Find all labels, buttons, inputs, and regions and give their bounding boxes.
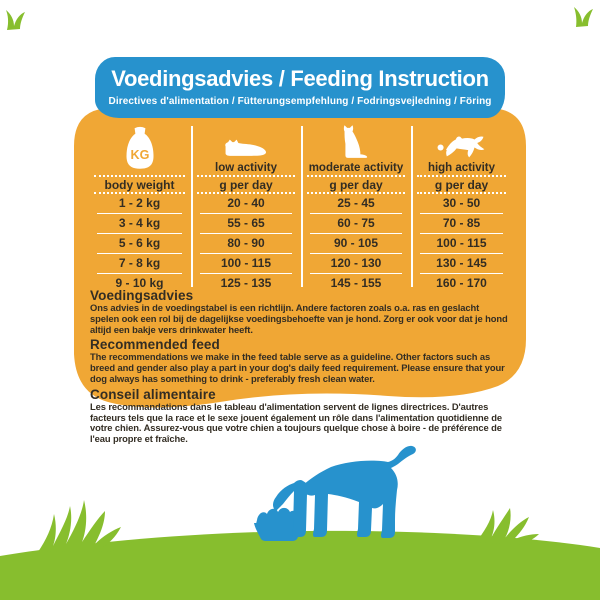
low-cell: 80 - 90 — [200, 234, 292, 254]
column-header-moderate-activity: moderate activity g per day — [301, 124, 411, 194]
high-cell: 130 - 145 — [420, 254, 503, 274]
food-bowl-icon — [254, 507, 303, 541]
note-body: Les recommandations dans le tableau d'al… — [90, 400, 503, 445]
column-divider — [301, 126, 303, 287]
feeding-table: KG body weight — [88, 124, 512, 293]
note-heading: Recommended feed — [90, 337, 220, 353]
note-body: The recommendations we make in the feed … — [90, 351, 505, 384]
note-heading: Voedingsadvies — [90, 288, 194, 303]
divider — [417, 175, 506, 177]
high-cell: 160 - 170 — [436, 276, 487, 290]
column-header-low-activity: low activity g per day — [191, 124, 301, 194]
divider — [94, 192, 185, 194]
note-body: Ons advies in de voedingstabel is een ri… — [90, 302, 508, 335]
grass-sprig-icon — [574, 7, 593, 27]
weight-cell: 5 - 6 kg — [97, 234, 182, 254]
advisory-notes: Voedingsadvies Ons advies in de voedings… — [90, 286, 510, 445]
column-label: body weight — [104, 178, 175, 192]
column-unit: g per day — [434, 178, 489, 192]
low-cell: 20 - 40 — [200, 194, 292, 214]
grass-hill — [0, 500, 600, 600]
lying-dog-icon — [225, 139, 267, 156]
moderate-cell: 25 - 45 — [310, 194, 402, 214]
moderate-cell: 120 - 130 — [310, 254, 402, 274]
dog-silhouette — [273, 445, 416, 538]
page-title: Voedingsadvies / Feeding Instruction — [111, 66, 489, 91]
divider — [197, 175, 295, 177]
column-divider — [411, 126, 413, 287]
note-english: Recommended feed The recommendations we … — [90, 337, 510, 384]
note-dutch: Voedingsadvies Ons advies in de voedings… — [90, 288, 510, 335]
sitting-dog-icon — [343, 125, 368, 158]
low-cell: 100 - 115 — [200, 254, 292, 274]
low-cell: 55 - 65 — [200, 214, 292, 234]
moderate-cell: 90 - 105 — [310, 234, 402, 254]
note-heading: Conseil alimentaire — [90, 386, 216, 402]
high-cell: 30 - 50 — [420, 194, 503, 214]
table-header-row: KG body weight — [88, 124, 512, 194]
divider — [307, 192, 405, 194]
divider — [197, 192, 295, 194]
high-cell: 70 - 85 — [420, 214, 503, 234]
note-french: Conseil alimentaire Les recommandations … — [90, 387, 510, 445]
weight-cell: 7 - 8 kg — [97, 254, 182, 274]
grass-sprig-icon — [6, 10, 25, 30]
grass-tuft-right — [476, 508, 539, 545]
feeding-table-panel: KG body weight — [70, 104, 530, 444]
low-cell: 125 - 135 — [220, 276, 272, 290]
weight-cell: 3 - 4 kg — [97, 214, 182, 234]
header-banner: Voedingsadvies / Feeding Instruction Dir… — [95, 57, 505, 118]
divider — [417, 192, 506, 194]
table-body: 1 - 2 kg 20 - 40 25 - 45 30 - 50 3 - 4 k… — [88, 194, 512, 293]
divider — [94, 175, 185, 177]
column-label: low activity — [215, 162, 277, 174]
column-unit: g per day — [219, 178, 273, 192]
grass-tuft-left — [38, 500, 135, 552]
weight-cell: 1 - 2 kg — [97, 194, 182, 214]
kg-badge-text: KG — [130, 148, 149, 162]
high-cell: 100 - 115 — [420, 234, 503, 254]
page-subtitle: Directives d'alimentation / Fütterungsem… — [108, 96, 492, 107]
weight-cell: 9 - 10 kg — [115, 276, 164, 290]
panel-background — [74, 108, 526, 408]
column-label: high activity — [427, 162, 496, 174]
divider — [307, 175, 405, 177]
column-header-high-activity: high activity g per day — [411, 124, 512, 194]
running-dog-icon — [437, 136, 484, 158]
kg-weight-icon: KG — [126, 126, 153, 169]
column-divider — [191, 126, 193, 287]
moderate-cell: 60 - 75 — [310, 214, 402, 234]
column-unit: g per day — [329, 178, 383, 192]
column-label: moderate activity — [308, 162, 404, 174]
blue-dog-eating-icon — [254, 445, 416, 541]
moderate-cell: 145 - 155 — [330, 276, 382, 290]
column-header-body-weight: KG body weight — [88, 124, 191, 194]
